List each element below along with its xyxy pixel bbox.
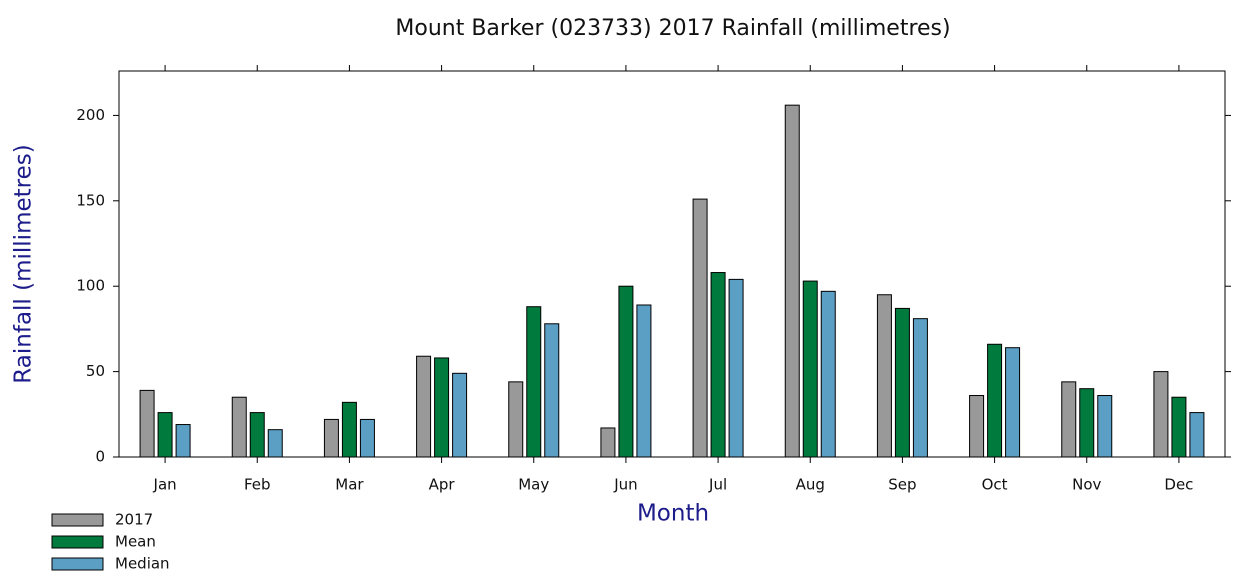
bar: [1061, 381, 1077, 458]
x-axis-label: Month: [637, 501, 709, 527]
bar: [157, 412, 173, 458]
bar: [1097, 395, 1113, 458]
bar: [710, 272, 726, 458]
x-tick-label: Oct: [982, 476, 1008, 494]
x-tick-label: Feb: [244, 476, 271, 494]
bar: [341, 401, 357, 458]
plot-frame: [118, 70, 1226, 458]
y-tick-label: 100: [76, 277, 105, 295]
x-tick-label: Mar: [335, 476, 364, 494]
bar: [526, 306, 542, 458]
x-tick-label: Sep: [888, 476, 916, 494]
y-tick-label: 50: [86, 362, 105, 380]
bar: [249, 412, 265, 458]
bar: [452, 372, 468, 458]
legend-swatch: [51, 535, 104, 549]
bar: [894, 307, 910, 458]
x-tick-label: Dec: [1164, 476, 1193, 494]
bar: [1079, 388, 1095, 458]
y-tick-label: 150: [76, 191, 105, 209]
y-axis-label: Rainfall (millimetres): [11, 144, 37, 383]
x-tick-label: Apr: [429, 476, 456, 494]
bar: [820, 290, 836, 458]
x-tick-label: Aug: [796, 476, 825, 494]
bar: [544, 323, 560, 458]
bar: [267, 429, 283, 458]
bar: [1189, 412, 1205, 458]
legend-label: Median: [115, 555, 170, 571]
bar: [636, 304, 652, 458]
bar: [416, 355, 432, 458]
bar: [600, 427, 616, 458]
y-tick-label: 200: [76, 106, 105, 124]
bar: [802, 280, 818, 458]
x-tick-label: Jan: [153, 476, 177, 494]
bar: [618, 285, 634, 458]
bar: [784, 104, 800, 458]
legend-label: Mean: [115, 533, 156, 551]
bar: [434, 357, 450, 458]
bar: [1005, 347, 1021, 458]
bar: [692, 198, 708, 458]
x-tick-label: Nov: [1072, 476, 1101, 494]
bar: [323, 418, 339, 458]
legend-swatch: [51, 513, 104, 527]
x-tick-label: Jun: [613, 476, 637, 494]
bar: [969, 395, 985, 458]
x-tick-label: May: [518, 476, 549, 494]
legend-swatch: [51, 557, 104, 571]
bar: [231, 396, 247, 458]
bar: [987, 343, 1003, 458]
bar: [728, 278, 744, 458]
y-tick-label: 0: [95, 448, 105, 466]
bar: [359, 418, 375, 458]
bar: [1171, 396, 1187, 458]
bar: [876, 294, 892, 458]
bar: [508, 381, 524, 458]
bar: [1153, 371, 1169, 458]
chart-title: Mount Barker (023733) 2017 Rainfall (mil…: [395, 16, 950, 41]
bar: [139, 389, 155, 458]
x-tick-label: Jul: [708, 476, 727, 494]
bar: [912, 318, 928, 458]
bar: [175, 424, 191, 458]
legend-label: 2017: [115, 511, 153, 529]
